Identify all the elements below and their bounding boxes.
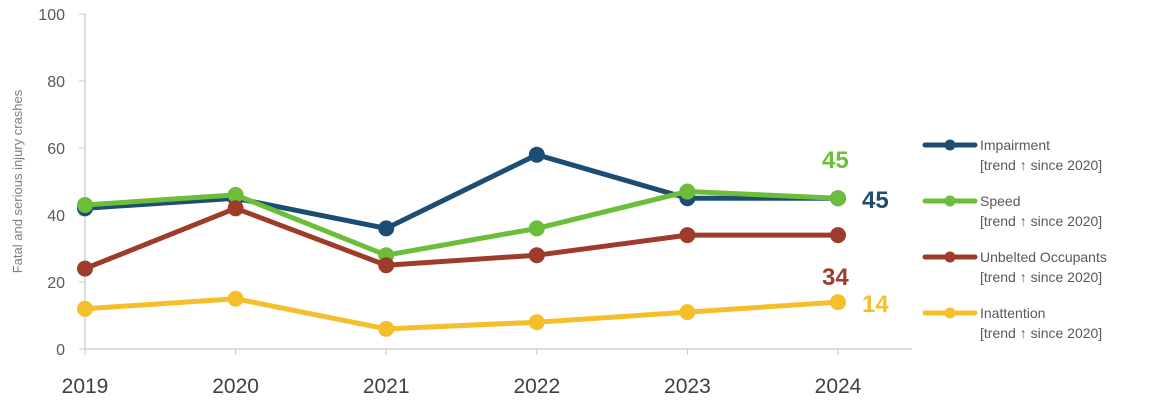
- data-point: [830, 190, 846, 207]
- legend-note: [trend ↑ since 2020]: [980, 269, 1102, 285]
- data-point: [77, 260, 93, 277]
- series-line: [82, 205, 841, 272]
- legend-note: [trend ↑ since 2020]: [980, 213, 1102, 229]
- x-tick-label: 2022: [513, 375, 560, 398]
- series-speed: [77, 183, 846, 264]
- legend-item: Impairment [trend ↑ since 2020]: [922, 137, 1102, 173]
- x-tick-label: 2020: [212, 375, 259, 398]
- legend-marker: [944, 139, 956, 151]
- data-point: [679, 304, 696, 321]
- legend: Impairment [trend ↑ since 2020] Speed [tren…: [922, 137, 1107, 341]
- data-point: [378, 220, 395, 237]
- legend-item: Unbelted Occupants [trend ↑ since 2020]: [922, 249, 1107, 285]
- data-point: [227, 290, 244, 307]
- y-tick-label: 0: [56, 342, 65, 359]
- data-point: [77, 300, 93, 317]
- x-tick-label: 2023: [664, 375, 711, 398]
- data-point: [830, 294, 846, 311]
- data-point: [679, 227, 696, 244]
- axes: 0 20 40 60 80 100 2019 2020 2021 2022 2023 2024 Fata…: [10, 7, 912, 398]
- legend-name: Inattention: [980, 305, 1045, 321]
- data-point: [528, 247, 545, 264]
- data-point: [528, 314, 545, 331]
- data-point: [528, 220, 545, 237]
- series-line: [82, 296, 841, 332]
- legend-marker: [944, 195, 956, 207]
- end-value-label: 45: [862, 187, 889, 214]
- x-tick-label: 2021: [363, 375, 410, 398]
- x-tick-label: 2019: [62, 375, 109, 398]
- legend-marker: [944, 251, 956, 263]
- data-point: [227, 200, 244, 217]
- end-value-label: 45: [822, 147, 849, 174]
- y-tick-label: 20: [47, 275, 65, 292]
- data-point: [227, 186, 244, 203]
- series-unbelted-occupants: [77, 200, 846, 277]
- data-point: [77, 196, 93, 213]
- series-layer: [77, 146, 846, 337]
- data-point: [378, 320, 395, 337]
- data-point: [679, 183, 696, 200]
- end-labels: 45 45 34 14: [822, 147, 889, 318]
- y-tick-label: 80: [47, 74, 65, 91]
- series-inattention: [77, 290, 846, 337]
- series-line: [82, 152, 841, 231]
- legend-note: [trend ↑ since 2020]: [980, 157, 1102, 173]
- y-tick-label: 40: [47, 208, 65, 225]
- x-tick-label: 2024: [815, 375, 862, 398]
- end-value-label: 14: [862, 291, 889, 318]
- y-axis-title: Fatal and serious injury crashes: [10, 89, 25, 273]
- legend-note: [trend ↑ since 2020]: [980, 325, 1102, 341]
- data-point: [528, 146, 545, 163]
- data-point: [830, 227, 846, 244]
- legend-name: Impairment: [980, 137, 1050, 153]
- legend-item: Inattention [trend ↑ since 2020]: [922, 305, 1102, 341]
- end-value-label: 34: [822, 264, 849, 291]
- data-point: [378, 257, 395, 274]
- legend-name: Unbelted Occupants: [980, 249, 1107, 265]
- series-line: [82, 189, 841, 258]
- y-tick-label: 60: [47, 141, 65, 158]
- y-tick-label: 100: [38, 7, 65, 24]
- legend-name: Speed: [980, 193, 1020, 209]
- legend-marker: [944, 307, 956, 319]
- legend-item: Speed [trend ↑ since 2020]: [922, 193, 1102, 229]
